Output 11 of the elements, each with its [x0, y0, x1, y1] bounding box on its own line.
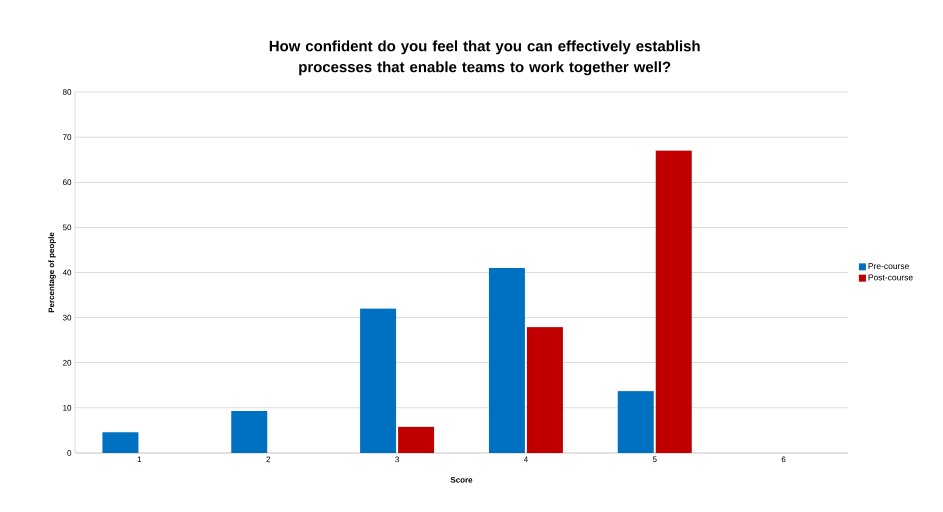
bar: [526, 327, 563, 453]
bar: [618, 391, 654, 453]
bar: [398, 426, 434, 453]
bar: [488, 268, 525, 453]
legend-label: Post-course: [868, 274, 913, 280]
bar: [102, 432, 138, 453]
bar: [360, 308, 396, 453]
legend-label: Pre-course: [868, 263, 909, 270]
chart-title: How confident do you feel that you can effectively establish processes that enable teams to work together well?: [270, 40, 700, 76]
bar: [656, 150, 692, 453]
bar: [231, 411, 268, 453]
